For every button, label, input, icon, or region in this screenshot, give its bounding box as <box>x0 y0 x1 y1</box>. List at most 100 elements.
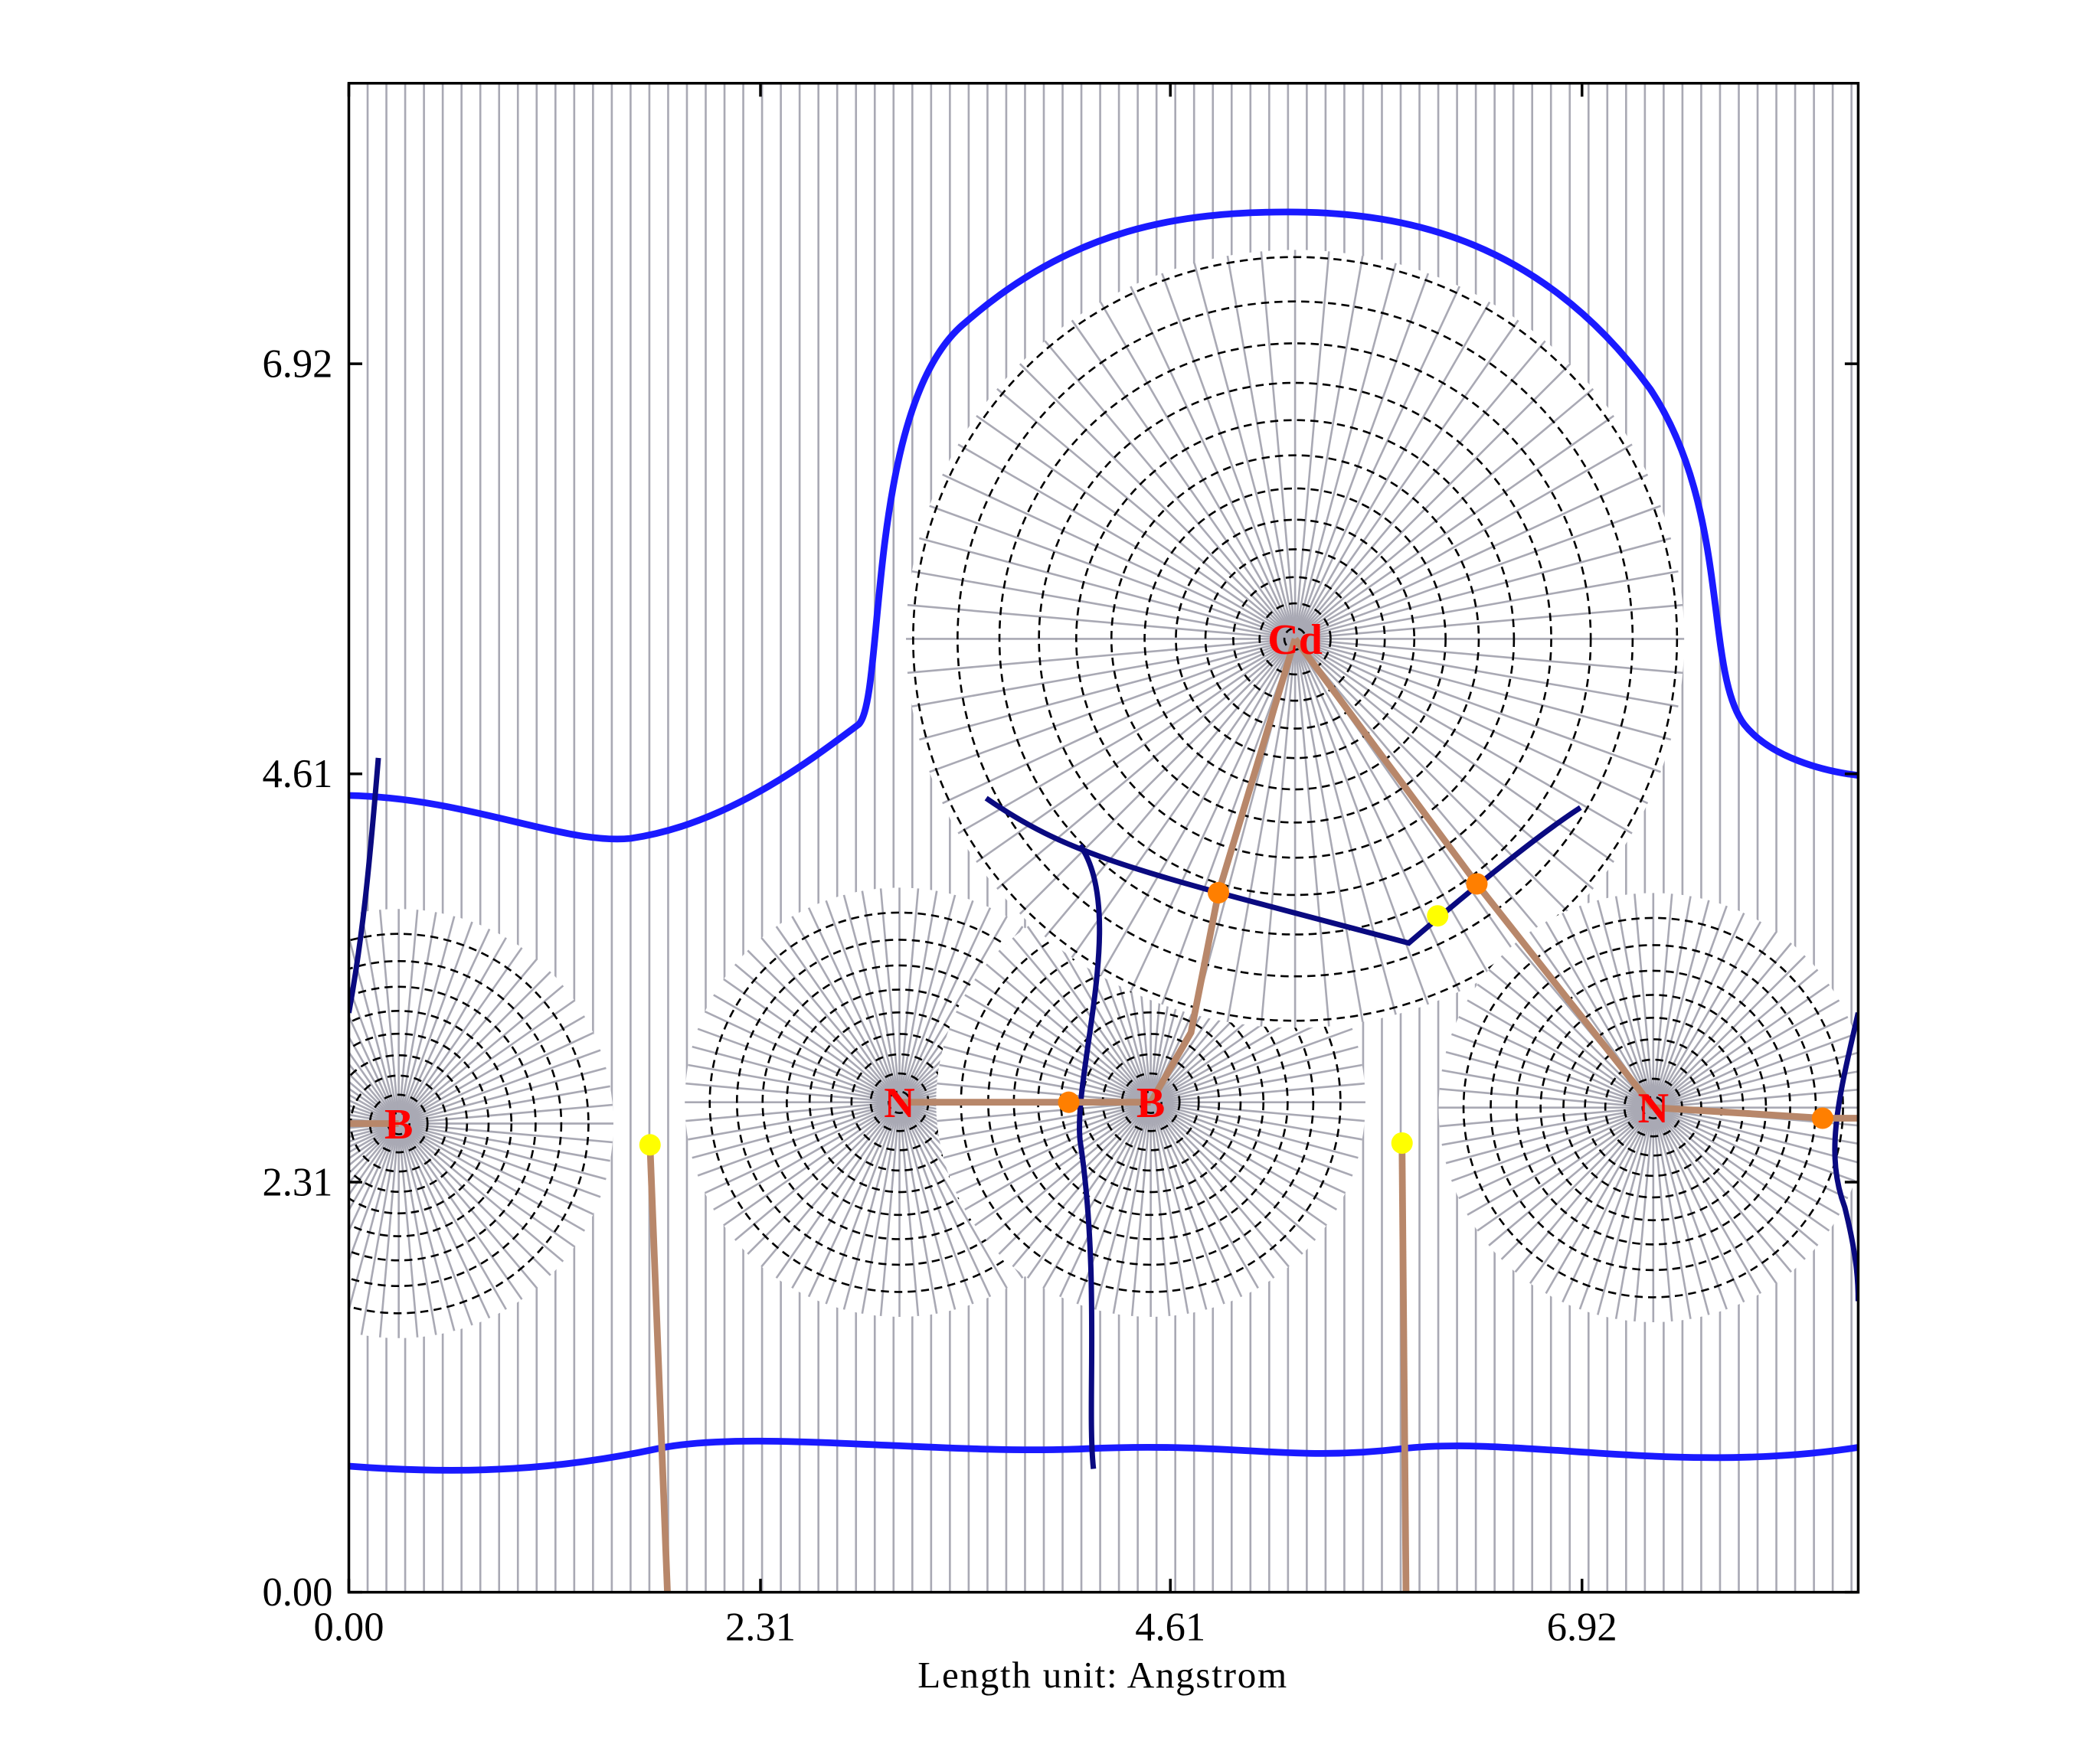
gradient-line <box>1596 1107 1655 1315</box>
gradient-line <box>1653 1051 1859 1109</box>
gradient-line <box>1294 638 1571 915</box>
bond-path <box>646 1145 671 1592</box>
gradient-line <box>348 1050 400 1125</box>
contour-line <box>348 960 563 1287</box>
gradient-line <box>1293 639 1330 1027</box>
gradient-line <box>1293 255 1364 639</box>
gradient-line <box>1293 251 1330 639</box>
gradient-line <box>1652 1106 1793 1273</box>
gradient-line <box>942 473 1296 640</box>
gradient-line <box>943 1045 1151 1103</box>
gradient-line <box>1439 1087 1653 1109</box>
bond-critical-point <box>1811 1107 1833 1129</box>
gradient-line <box>1652 931 1777 1109</box>
gradient-line <box>1150 1101 1359 1159</box>
gradient-line <box>1652 913 1745 1109</box>
gradient-line <box>1012 937 1152 1103</box>
bond-path <box>1398 1142 1410 1592</box>
gradient-line <box>360 1123 400 1335</box>
gradient-line <box>397 910 419 1124</box>
gradient-line <box>1634 1107 1655 1321</box>
gradient-line <box>1450 1106 1654 1182</box>
gradient-line <box>398 1122 607 1181</box>
gradient-line <box>348 933 400 1124</box>
gradient-line <box>1226 639 1297 1023</box>
contour-line <box>1515 969 1791 1246</box>
gradient-line <box>348 1123 400 1264</box>
gradient-line <box>898 1102 957 1310</box>
gradient-line <box>1467 1106 1654 1216</box>
contour-line <box>1539 994 1768 1222</box>
gradient-line <box>861 1102 901 1314</box>
gradient-line <box>1477 983 1654 1109</box>
gradient-line <box>397 947 523 1125</box>
gradient-line <box>1293 286 1461 640</box>
gradient-line <box>1545 1106 1654 1295</box>
gradient-line <box>1294 638 1679 708</box>
gradient-line <box>898 890 938 1102</box>
gradient-line <box>713 994 901 1103</box>
gradient-line <box>397 1122 551 1276</box>
gradient-line <box>1150 1102 1189 1314</box>
gradient-line <box>791 1102 901 1289</box>
gradient-line <box>964 994 1152 1103</box>
gradient-line <box>1294 638 1615 863</box>
gradient-line <box>397 999 576 1125</box>
gradient-line <box>397 1122 576 1248</box>
gradient-line <box>734 1101 901 1241</box>
gradient-line <box>397 1123 437 1335</box>
gradient-line <box>1150 1101 1303 1255</box>
gradient-line <box>1071 319 1297 640</box>
gradient-line <box>1445 1106 1654 1165</box>
gradient-line <box>911 638 1296 708</box>
gradient-line <box>397 1123 456 1331</box>
gradient-line <box>348 1122 400 1175</box>
gradient-line <box>398 1067 607 1125</box>
contour-line <box>957 300 1634 978</box>
gradient-line <box>1652 905 1728 1109</box>
gradient-line <box>348 1122 399 1138</box>
gradient-line <box>1294 638 1672 741</box>
gradient-line <box>397 1122 507 1310</box>
gradient-line <box>348 983 400 1124</box>
zero-flux-line <box>348 757 381 1014</box>
gradient-line <box>1488 969 1654 1109</box>
gradient-line <box>1652 900 1710 1108</box>
gradient-line <box>1652 942 1793 1109</box>
gradient-line <box>348 1122 400 1212</box>
gradient-line <box>1026 1101 1152 1279</box>
bond-path <box>1147 638 1299 1104</box>
gradient-line <box>1044 340 1297 640</box>
atom-label: N <box>884 1080 914 1127</box>
gradient-line <box>1653 1033 1856 1109</box>
gradient-line <box>697 1101 900 1177</box>
gradient-line <box>713 1101 901 1210</box>
gradient-line <box>1012 1101 1152 1268</box>
gradient-line <box>760 937 901 1103</box>
gradient-line <box>348 1087 400 1125</box>
gradient-line <box>348 1122 400 1154</box>
gradient-line <box>986 963 1152 1103</box>
zero-flux-line <box>1077 843 1103 1469</box>
gradient-line <box>879 888 901 1102</box>
gradient-line <box>1439 1106 1653 1128</box>
gradient-line <box>919 638 1296 741</box>
gradient-line <box>1467 999 1654 1109</box>
gradient-line <box>1294 505 1661 640</box>
contour-line <box>1562 1016 1745 1199</box>
gradient-line <box>1260 251 1297 639</box>
gradient-line <box>378 1123 400 1338</box>
x-tick-label: 6.92 <box>1547 1606 1617 1650</box>
gradient-line <box>1150 1045 1359 1103</box>
gradient-line <box>898 888 920 1102</box>
gradient-line <box>1294 473 1649 640</box>
gradient-line <box>1293 638 1461 992</box>
gradient-line <box>825 1102 901 1305</box>
gradient-line <box>775 926 901 1103</box>
gradient-line <box>1653 1070 1859 1109</box>
gradient-line <box>348 1072 400 1125</box>
gradient-line <box>929 505 1296 640</box>
gradient-line <box>1058 1102 1152 1298</box>
gradient-line <box>397 1123 473 1326</box>
contour-line <box>1075 419 1516 859</box>
